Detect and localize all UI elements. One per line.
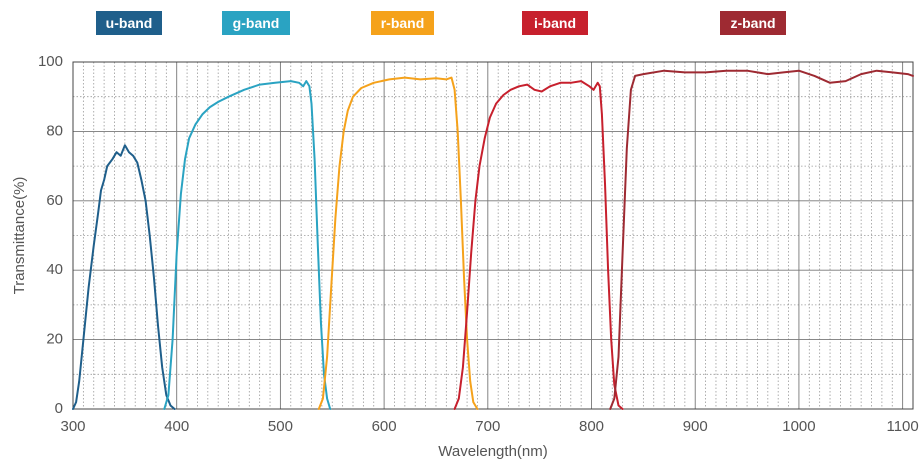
x-tick-label: 500: [268, 418, 293, 435]
series-layer: [72, 69, 914, 410]
legend: u-band g-band r-band i-band z-band: [96, 11, 786, 35]
x-tick-label: 1000: [782, 418, 815, 435]
series-line-r-band: [317, 76, 479, 410]
plot-frame: [72, 61, 914, 410]
series-line-u-band: [72, 144, 176, 410]
legend-item-g-band: g-band: [222, 11, 290, 35]
legend-swatch: [720, 11, 786, 35]
series-line-g-band: [163, 80, 332, 410]
x-axis-label: Wavelength(nm): [438, 443, 547, 460]
y-tick-label: 80: [46, 122, 63, 139]
y-tick-label: 100: [38, 53, 63, 70]
x-tick-label: 1100: [886, 418, 918, 435]
x-tick-label: 700: [475, 418, 500, 435]
y-axis-label: Transmittance(%): [11, 177, 28, 295]
y-tick-label: 0: [55, 400, 63, 417]
series-line-z-band: [609, 69, 914, 410]
legend-label: i-band: [534, 15, 576, 31]
x-tick-label: 900: [683, 418, 708, 435]
x-tick-label: 800: [579, 418, 604, 435]
legend-item-z-band: z-band: [720, 11, 786, 35]
series-line-i-band: [453, 80, 624, 410]
y-tick-label: 60: [46, 192, 63, 209]
legend-label: g-band: [233, 15, 280, 31]
legend-swatch: [522, 11, 588, 35]
legend-label: r-band: [381, 15, 425, 31]
legend-label: u-band: [106, 15, 153, 31]
y-tick-labels: 0 20 40 60 80 100: [38, 53, 63, 417]
grid-minor: [73, 62, 913, 409]
y-tick-label: 20: [46, 331, 63, 348]
x-tick-labels: 300 400 500 600 700 800 900 1000 1100: [60, 418, 918, 435]
legend-item-r-band: r-band: [371, 11, 434, 35]
x-tick-label: 600: [372, 418, 397, 435]
legend-swatch: [222, 11, 290, 35]
y-tick-label: 40: [46, 261, 63, 278]
legend-item-u-band: u-band: [96, 11, 162, 35]
legend-swatch: [371, 11, 434, 35]
legend-swatch: [96, 11, 162, 35]
legend-label: z-band: [730, 15, 775, 31]
x-tick-label: 400: [164, 418, 189, 435]
legend-item-i-band: i-band: [522, 11, 588, 35]
x-tick-label: 300: [60, 418, 85, 435]
